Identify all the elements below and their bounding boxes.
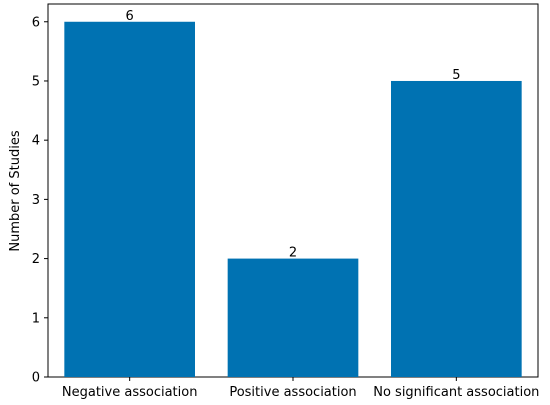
data-label-2: 5 [452,68,460,83]
x-tick-label: Positive association [229,385,356,400]
data-label-0: 6 [126,9,134,24]
x-tick-label: No significant association [373,385,539,400]
x-tick-label: Negative association [62,385,198,400]
bar-0 [64,21,195,378]
bar-1 [227,258,359,377]
y-tick-label: 3 [32,193,40,208]
x-axis: Negative association Positive association… [62,377,539,400]
y-tick-label: 5 [32,74,40,89]
y-tick-label: 4 [32,134,40,149]
y-axis: 0 1 2 3 4 5 6 [32,15,48,386]
data-label-1: 2 [289,246,297,261]
y-tick-label: 6 [32,15,40,30]
bars-group [64,21,522,378]
y-tick-label: 2 [32,252,40,267]
y-tick-label: 1 [32,311,40,326]
y-tick-label: 0 [32,371,40,386]
data-labels-group: 6 2 5 [126,9,461,261]
bar-2 [391,80,522,377]
y-axis-label: Number of Studies [8,130,23,251]
